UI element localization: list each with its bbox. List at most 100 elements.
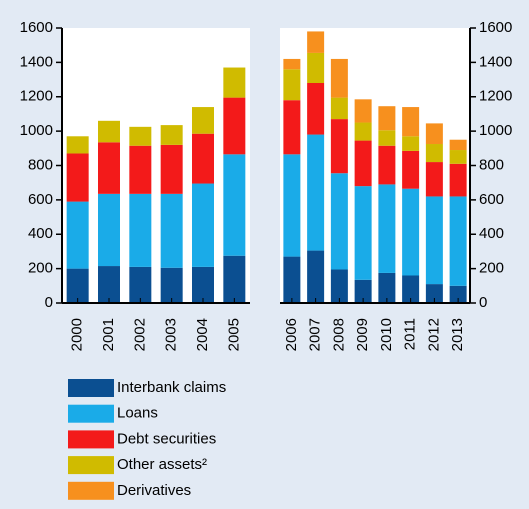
y-tick-label: 1600 <box>479 19 512 36</box>
bar-segment <box>223 255 246 303</box>
bar-segment <box>449 163 467 197</box>
bar-segment <box>307 83 325 135</box>
bar-segment <box>98 120 120 143</box>
x-tick-label: 2010 <box>378 318 395 351</box>
bar-segment <box>98 266 120 303</box>
legend-label: Debt securities <box>117 430 216 447</box>
bar-segment <box>425 284 443 303</box>
bar-segment <box>402 107 420 137</box>
bar-segment <box>160 267 183 303</box>
y-tick-label: 1000 <box>20 122 53 139</box>
bar-segment <box>354 99 372 123</box>
bar-segment <box>425 196 443 285</box>
bar-segment <box>425 123 443 145</box>
y-tick-label: 1400 <box>479 53 512 70</box>
bar-segment <box>129 193 152 267</box>
bar-segment <box>354 279 372 303</box>
bar-segment <box>402 136 420 151</box>
x-tick-label: 2001 <box>100 318 117 351</box>
x-tick-label: 2000 <box>69 318 86 351</box>
bar-segment <box>402 150 420 189</box>
bar-segment <box>283 256 301 303</box>
legend-label: Interbank claims <box>117 379 226 396</box>
bar-segment <box>160 125 183 145</box>
bar-segment <box>98 193 120 267</box>
bar-segment <box>223 67 246 98</box>
legend-swatch <box>68 404 114 423</box>
x-tick-label: 2004 <box>194 318 211 351</box>
y-tick-label: 0 <box>45 294 53 311</box>
x-tick-label: 2003 <box>163 318 180 351</box>
y-tick-label: 1000 <box>479 122 512 139</box>
y-tick-label: 200 <box>479 260 504 277</box>
bar-segment <box>192 133 214 184</box>
x-tick-label: 2006 <box>283 318 300 351</box>
bar-segment <box>354 122 372 141</box>
bar-segment <box>378 184 396 273</box>
x-tick-label: 2012 <box>425 318 442 351</box>
x-tick-label: 2011 <box>402 318 419 350</box>
legend-swatch <box>68 481 114 500</box>
bar-segment <box>307 250 325 303</box>
y-tick-label: 800 <box>28 156 53 173</box>
bar-segment <box>160 144 183 194</box>
y-tick-label: 800 <box>479 156 504 173</box>
bar-segment <box>449 196 467 286</box>
bar-segment <box>307 31 325 53</box>
legend-swatch <box>68 379 114 397</box>
bar-segment <box>283 154 301 257</box>
x-tick-label: 2005 <box>225 318 242 351</box>
x-tick-label: 2002 <box>131 318 148 351</box>
bar-segment <box>330 58 348 98</box>
bar-segment <box>449 150 467 164</box>
bar-segment <box>354 186 372 280</box>
legend-swatch <box>68 456 114 475</box>
bar-segment <box>283 100 301 155</box>
bar-segment <box>378 130 396 146</box>
x-tick-label: 2008 <box>330 318 347 351</box>
bar-segment <box>330 97 348 120</box>
bar-segment <box>425 144 443 163</box>
y-tick-label: 1400 <box>20 53 53 70</box>
bar-segment <box>160 193 183 268</box>
bar-segment <box>425 162 443 197</box>
legend-label: Loans <box>117 405 158 422</box>
legend-swatch <box>68 430 114 449</box>
bar-segment <box>192 107 214 134</box>
bar-segment <box>354 140 372 187</box>
bar-segment <box>378 145 396 185</box>
bar-segment <box>129 266 152 303</box>
bar-segment <box>66 136 89 154</box>
bar-segment <box>66 201 89 269</box>
y-tick-label: 600 <box>28 191 53 208</box>
bar-segment <box>192 266 214 303</box>
y-tick-label: 1600 <box>20 19 53 36</box>
bar-segment <box>330 269 348 303</box>
bar-segment <box>307 134 325 251</box>
bar-segment <box>283 58 301 70</box>
bar-segment <box>307 52 325 83</box>
x-tick-label: 2007 <box>307 318 324 351</box>
bar-segment <box>330 173 348 270</box>
legend-label: Other assets² <box>117 456 207 473</box>
bar-segment <box>223 97 246 155</box>
x-tick-label: 2013 <box>449 318 466 351</box>
bar-segment <box>129 145 152 194</box>
y-tick-label: 1200 <box>20 88 53 105</box>
plot-area <box>62 28 250 303</box>
y-tick-label: 200 <box>28 260 53 277</box>
bar-segment <box>223 154 246 256</box>
bar-segment <box>449 285 467 303</box>
bar-segment <box>192 183 214 267</box>
bar-segment <box>330 119 348 174</box>
legend-label: Derivatives <box>117 482 191 499</box>
bar-segment <box>378 106 396 131</box>
x-tick-label: 2009 <box>354 318 371 351</box>
bar-segment <box>402 275 420 303</box>
y-tick-label: 400 <box>28 225 53 242</box>
y-tick-label: 0 <box>479 294 487 311</box>
bar-segment <box>402 188 420 276</box>
y-tick-label: 600 <box>479 191 504 208</box>
bar-segment <box>449 139 467 151</box>
